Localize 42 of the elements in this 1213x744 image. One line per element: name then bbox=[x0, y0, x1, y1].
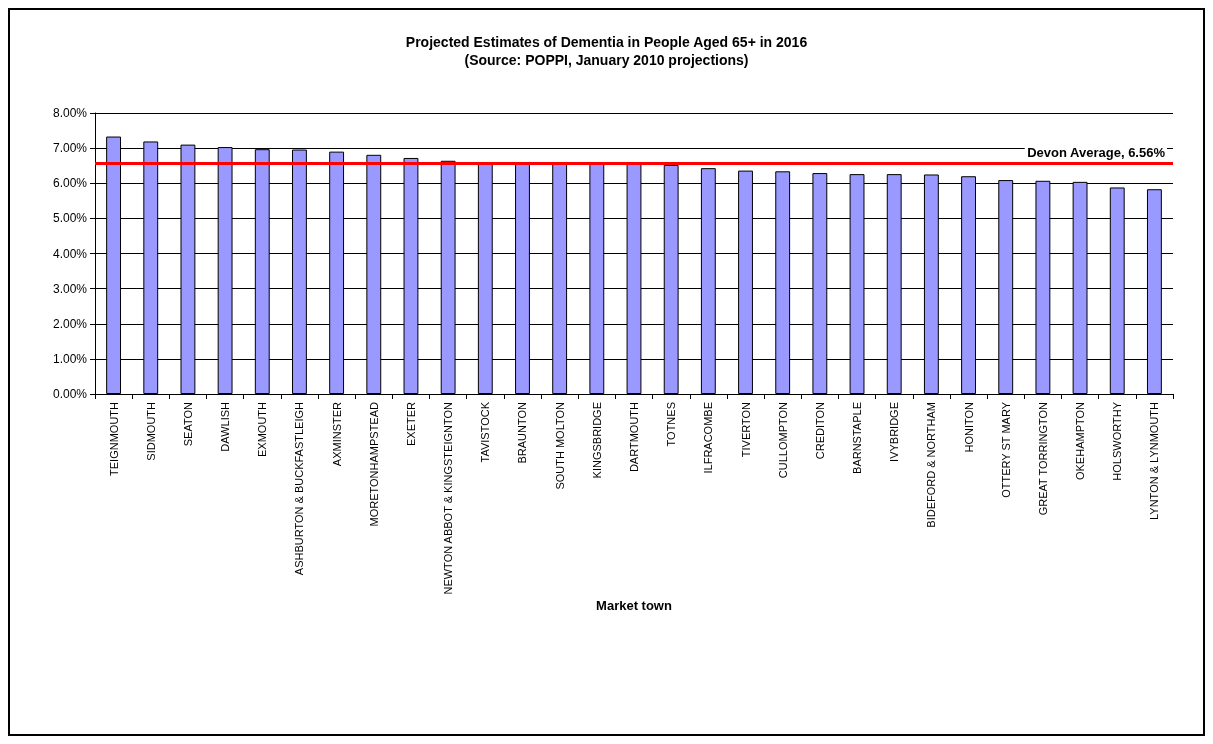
x-tick-label: DARTMOUTH bbox=[628, 401, 640, 473]
y-tick-label: 6.00% bbox=[52, 176, 88, 191]
x-tick-label: NEWTON ABBOT & KINGSTEIGNTON bbox=[442, 401, 455, 595]
x-tick-label: EXMOUTH bbox=[256, 401, 269, 457]
y-tick-label: 2.00% bbox=[52, 316, 88, 331]
x-tick-label: IVYBRIDGE bbox=[888, 402, 901, 462]
y-tick-label: 1.00% bbox=[52, 351, 88, 366]
x-tick-label: BARNSTAPLE bbox=[851, 402, 864, 474]
x-tick-label: EXETER bbox=[404, 401, 417, 447]
x-tick-label: LYNTON & LYNMOUTH bbox=[1148, 401, 1161, 520]
x-tick-label: HOLSWORTHY bbox=[1111, 401, 1124, 481]
x-tick-label: OTTERY ST MARY bbox=[999, 401, 1012, 498]
x-tick-label: CREDITON bbox=[813, 401, 826, 460]
y-tick-label: 0.00% bbox=[52, 387, 88, 401]
y-tick-label: 8.00% bbox=[52, 106, 88, 120]
x-tick-label: TOTNES bbox=[665, 402, 678, 447]
x-tick-label: TAVISTOCK bbox=[479, 401, 492, 463]
y-tick-label: 5.00% bbox=[52, 211, 88, 226]
x-tick-label: BIDEFORD & NORTHAM bbox=[925, 402, 938, 528]
x-tick-label: BRAUNTON bbox=[516, 401, 529, 464]
x-tick-label: SIDMOUTH bbox=[144, 401, 157, 461]
x-tick-label: GREAT TORRINGTON bbox=[1036, 401, 1049, 516]
x-tick-label: SOUTH MOLTON bbox=[553, 401, 566, 490]
x-tick-label: KINGSBRIDGE bbox=[590, 402, 603, 479]
ref-line-label: Devon Average, 6.56% bbox=[1027, 144, 1166, 160]
y-tick-label: 4.00% bbox=[52, 246, 88, 261]
x-tick-label: ILFRACOMBE bbox=[702, 402, 715, 474]
x-tick-label: HONITON bbox=[962, 401, 975, 453]
chart-title: Projected Estimates of Dementia in People Aged 65+ in 2016 bbox=[405, 34, 808, 50]
x-tick-label: MORETONHAMPSTEAD bbox=[367, 401, 380, 527]
x-tick-label: OKEHAMPTON bbox=[1074, 401, 1087, 481]
x-tick-label: DAWLISH bbox=[219, 401, 232, 452]
x-tick-label: TEIGNMOUTH bbox=[107, 401, 120, 476]
x-tick-label: CULLOMPTON bbox=[776, 401, 789, 479]
x-tick-label: SEATON bbox=[181, 401, 194, 447]
y-tick-label: 3.00% bbox=[52, 281, 88, 296]
x-tick-label: ASHBURTON & BUCKFASTLEIGH bbox=[293, 401, 306, 576]
chart-subtitle: (Source: POPPI, January 2010 projections) bbox=[464, 52, 749, 68]
y-tick-label: 7.00% bbox=[52, 141, 88, 156]
x-tick-label: AXMINSTER bbox=[330, 401, 343, 467]
x-axis-title: Market town bbox=[596, 598, 672, 614]
x-tick-label: TIVERTON bbox=[739, 401, 752, 458]
